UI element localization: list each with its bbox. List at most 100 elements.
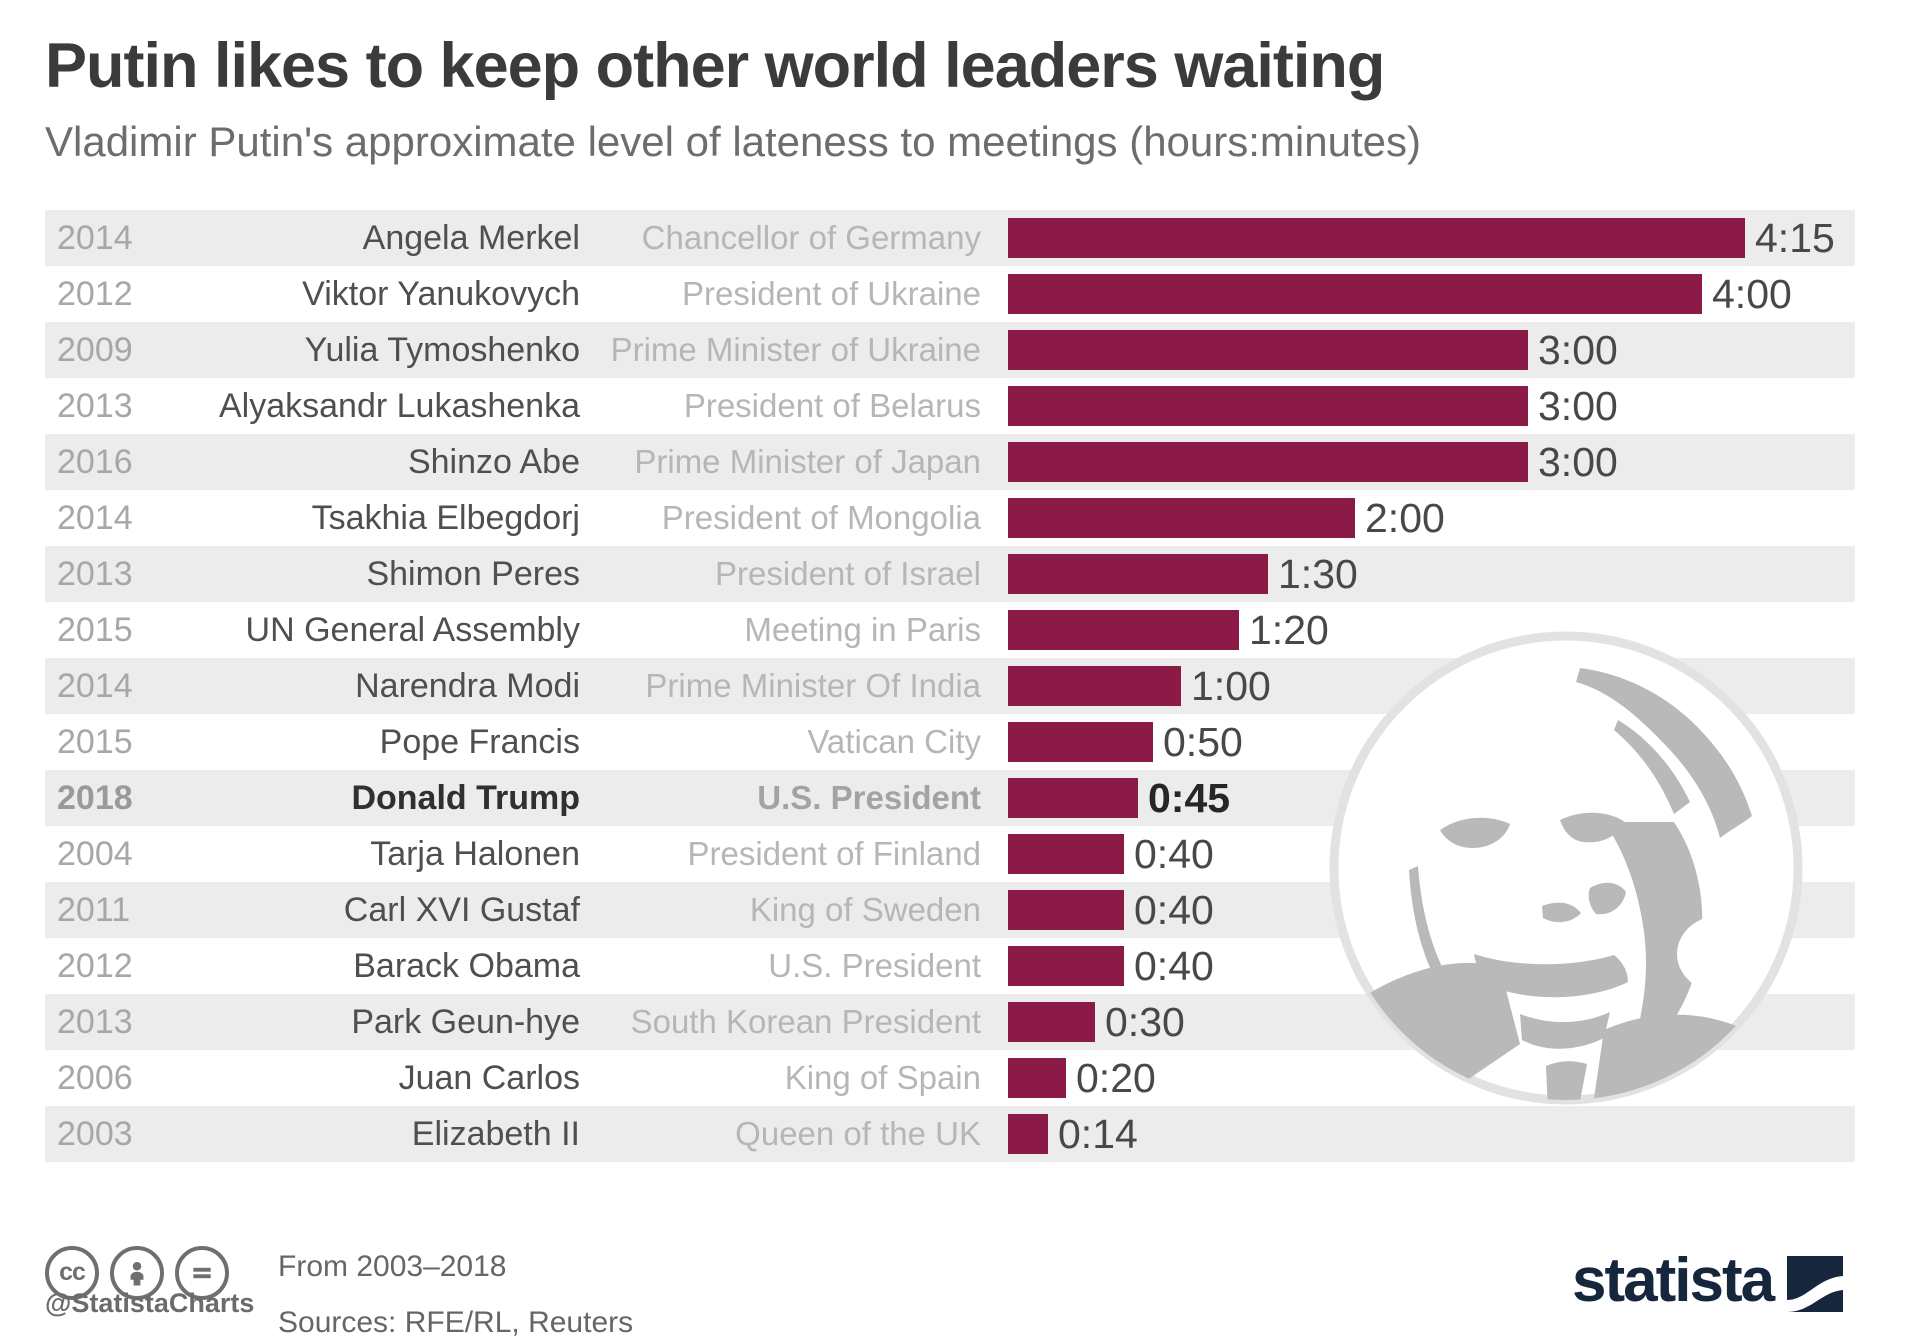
row-leader-name: Tsakhia Elbegdorj (311, 498, 580, 537)
row-leader-title: President of Belarus (683, 387, 981, 424)
row-value-label: 0:45 (1148, 774, 1231, 821)
row-leader-name: Yulia Tymoshenko (304, 330, 580, 369)
table-row: 2013 Shimon Peres President of Israel 1:30 (45, 546, 1855, 602)
table-row: 2014 Angela Merkel Chancellor of Germany 4:… (45, 210, 1855, 266)
bar-cell: 0:40 (995, 938, 1855, 994)
row-leader-name: Angela Merkel (362, 218, 580, 257)
lateness-bar (1008, 890, 1124, 930)
row-leader-name: Shinzo Abe (407, 442, 580, 481)
row-leader-name: Narendra Modi (355, 666, 580, 705)
bar-cell: 1:00 (995, 658, 1855, 714)
bar-cell: 0:40 (995, 826, 1855, 882)
statista-wordmark: statista (1572, 1246, 1775, 1315)
row-leader-name: Shimon Peres (366, 554, 580, 593)
lateness-bar (1008, 330, 1528, 370)
table-row: 2012 Viktor Yanukovych President of Ukrain… (45, 266, 1855, 322)
bar-cell: 0:14 (995, 1106, 1855, 1162)
bar-cell: 0:45 (995, 770, 1855, 826)
row-leader-name: Donald Trump (351, 778, 580, 817)
row-leader-title: U.S. President (768, 947, 981, 984)
row-value-label: 0:14 (1058, 1110, 1138, 1157)
row-leader-title: President of Finland (687, 835, 981, 872)
lateness-bar (1008, 946, 1124, 986)
row-year: 2014 (57, 498, 133, 537)
row-year: 2009 (57, 330, 133, 369)
row-year: 2013 (57, 1002, 133, 1041)
row-value-label: 0:50 (1163, 718, 1243, 765)
row-leader-name: Barack Obama (353, 946, 580, 985)
statista-logo-mark-icon (1787, 1255, 1844, 1312)
table-row: 2004 Tarja Halonen President of Finland 0:4… (45, 826, 1855, 882)
no-derivatives-equal-icon (175, 1246, 229, 1300)
bar-cell: 4:00 (995, 266, 1855, 322)
row-year: 2006 (57, 1058, 133, 1097)
bar-cell: 0:40 (995, 882, 1855, 938)
row-year: 2013 (57, 386, 133, 425)
bar-cell: 2:00 (995, 490, 1855, 546)
lateness-bar (1008, 1058, 1066, 1098)
bar-cell: 1:30 (995, 546, 1855, 602)
row-leader-name: Elizabeth II (411, 1114, 580, 1153)
lateness-bar (1008, 666, 1181, 706)
row-leader-title: Prime Minister of Ukraine (610, 331, 981, 368)
row-year: 2018 (57, 778, 133, 817)
row-value-label: 4:00 (1712, 270, 1792, 317)
page-title: Putin likes to keep other world leaders … (45, 31, 1385, 101)
bar-cell: 3:00 (995, 322, 1855, 378)
row-leader-title: Queen of the UK (735, 1115, 981, 1152)
row-leader-title: Prime Minister of Japan (634, 443, 981, 480)
license-icons: cc (45, 1246, 229, 1300)
row-year: 2014 (57, 666, 133, 705)
row-value-label: 2:00 (1365, 494, 1445, 541)
row-value-label: 4:15 (1755, 214, 1835, 261)
row-value-label: 0:30 (1105, 998, 1185, 1045)
row-value-label: 3:00 (1538, 438, 1618, 485)
row-leader-name: UN General Assembly (245, 610, 580, 649)
row-year: 2012 (57, 274, 133, 313)
table-row: 2011 Carl XVI Gustaf King of Sweden 0:40 (45, 882, 1855, 938)
row-year: 2013 (57, 554, 133, 593)
lateness-bar (1008, 442, 1528, 482)
row-value-label: 0:40 (1134, 942, 1214, 989)
bar-cell: 3:00 (995, 434, 1855, 490)
row-leader-title: Chancellor of Germany (641, 219, 981, 256)
row-leader-name: Tarja Halonen (370, 834, 580, 873)
lateness-bar (1008, 274, 1702, 314)
row-value-label: 0:40 (1134, 830, 1214, 877)
row-leader-title: U.S. President (757, 779, 981, 816)
row-year: 2015 (57, 722, 133, 761)
lateness-bar (1008, 834, 1124, 874)
row-leader-title: Vatican City (807, 723, 981, 760)
row-value-label: 3:00 (1538, 382, 1618, 429)
bar-cell: 0:20 (995, 1050, 1855, 1106)
row-year: 2016 (57, 442, 133, 481)
row-leader-title: Prime Minister Of India (645, 667, 981, 704)
row-leader-name: Carl XVI Gustaf (343, 890, 580, 929)
row-leader-title: South Korean President (630, 1003, 981, 1040)
lateness-bar (1008, 610, 1239, 650)
row-year: 2014 (57, 218, 133, 257)
row-year: 2004 (57, 834, 133, 873)
attribution-person-icon (110, 1246, 164, 1300)
statista-charts-handle: @StatistaCharts (45, 1288, 255, 1318)
sources-note: Sources: RFE/RL, Reuters (278, 1306, 634, 1339)
lateness-bar (1008, 778, 1138, 818)
table-row: 2003 Elizabeth II Queen of the UK 0:14 (45, 1106, 1855, 1162)
lateness-bar (1008, 498, 1355, 538)
statista-logo: statista (1572, 1246, 1844, 1319)
row-year: 2011 (57, 890, 131, 929)
putin-portrait-image (1329, 631, 1803, 1105)
row-leader-title: King of Sweden (749, 891, 981, 928)
row-leader-title: President of Ukraine (682, 275, 981, 312)
lateness-bar (1008, 218, 1745, 258)
row-leader-name: Park Geun-hye (351, 1002, 580, 1041)
table-row: 2014 Narendra Modi Prime Minister Of India… (45, 658, 1855, 714)
row-leader-title: Meeting in Paris (744, 611, 981, 648)
row-year: 2003 (57, 1114, 133, 1153)
row-leader-title: King of Spain (784, 1059, 981, 1096)
row-leader-name: Alyaksandr Lukashenka (218, 386, 580, 425)
header: Putin likes to keep other world leaders … (45, 30, 1865, 166)
row-leader-title: President of Israel (715, 555, 981, 592)
row-leader-name: Viktor Yanukovych (302, 274, 580, 313)
